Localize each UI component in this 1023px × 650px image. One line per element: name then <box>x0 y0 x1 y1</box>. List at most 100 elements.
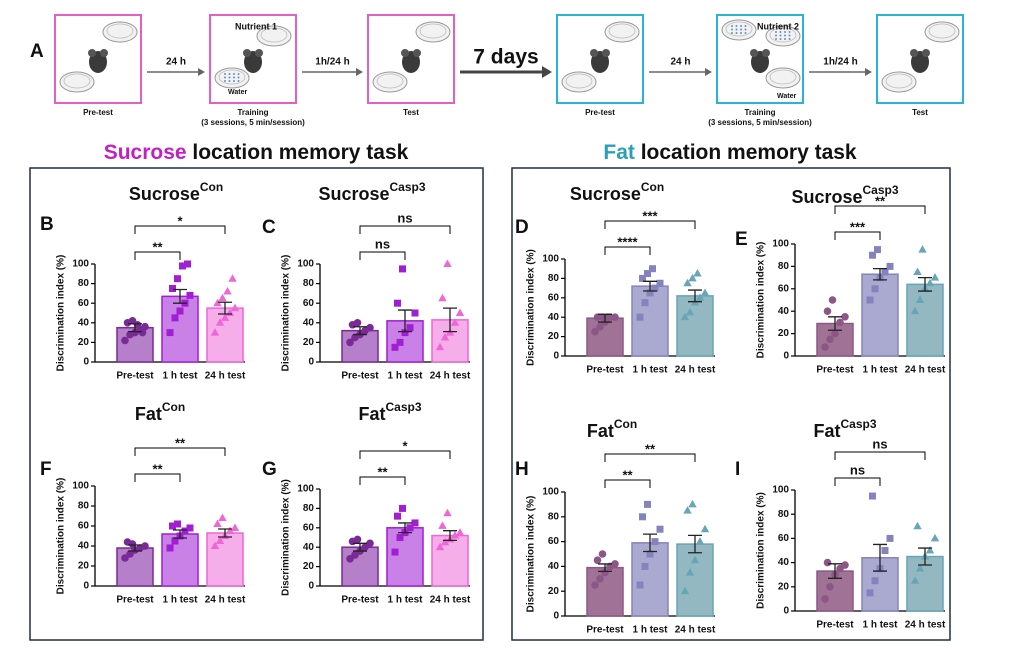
y-tick-label: 20 <box>78 337 90 348</box>
sig-label: ns <box>850 462 865 477</box>
data-point <box>841 313 849 321</box>
dish-rim <box>260 27 288 43</box>
pellet <box>779 38 782 40</box>
data-point <box>399 504 406 512</box>
arrow-head <box>542 66 552 78</box>
y-tick-label: 20 <box>303 337 315 348</box>
y-tick-label: 80 <box>548 511 560 522</box>
data-point <box>399 265 406 273</box>
y-tick-label: 60 <box>778 533 790 544</box>
y-tick-label: 40 <box>303 317 315 328</box>
data-point <box>391 548 399 556</box>
data-point <box>391 343 399 351</box>
bar <box>161 533 199 587</box>
arrow-label: 1h/24 h <box>315 57 349 68</box>
data-point <box>455 308 465 316</box>
error-bar <box>173 288 187 304</box>
x-tick-label: 1 h test <box>387 595 423 606</box>
x-tick-label: Pre-test <box>816 620 854 631</box>
sig-bracket <box>134 225 226 234</box>
error-bar <box>128 544 142 552</box>
sig-bracket <box>604 220 696 229</box>
error-bar <box>643 533 657 553</box>
data-point <box>636 581 644 589</box>
data-point <box>166 544 174 552</box>
data-point <box>186 524 194 532</box>
y-tick-label: 40 <box>778 306 790 317</box>
chart-title: SucroseCasp3 <box>318 180 425 204</box>
pellet <box>237 76 240 79</box>
data-point <box>826 335 834 344</box>
pellet <box>740 28 742 31</box>
error-bar <box>443 530 457 542</box>
bar <box>206 532 244 587</box>
x-tick-label: 24 h test <box>205 595 246 606</box>
y-tick-label: 100 <box>72 481 89 492</box>
data-point <box>591 581 599 589</box>
data-point <box>913 267 922 275</box>
data-point <box>915 564 925 572</box>
data-point <box>881 547 889 554</box>
y-tick-label: 20 <box>548 331 560 342</box>
data-point <box>871 577 879 585</box>
chart-title: FatCasp3 <box>358 400 421 424</box>
data-point <box>700 288 710 296</box>
error-bar <box>173 529 187 539</box>
error-bar <box>643 280 657 292</box>
dish <box>604 21 640 43</box>
data-point <box>644 500 651 508</box>
y-tick-label: 100 <box>72 259 89 270</box>
data-point <box>220 313 230 321</box>
arrow-head <box>865 68 872 76</box>
x-tick-label: Pre-test <box>116 371 154 382</box>
dish <box>721 19 757 41</box>
title-sup: Con <box>614 417 637 431</box>
sig-bracket <box>604 453 696 462</box>
pellet <box>744 28 747 31</box>
y-tick-label: 60 <box>303 522 315 533</box>
chart-title: FatCasp3 <box>813 417 876 441</box>
sig-bracket <box>359 450 451 459</box>
y-axis-label: Discrimination index (%) <box>756 492 767 609</box>
data-point <box>688 273 697 282</box>
data-point <box>218 293 227 302</box>
error-bar <box>398 309 412 333</box>
y-tick-label: 100 <box>542 487 559 498</box>
title-sup: Con <box>200 180 223 194</box>
dish-rim <box>769 69 797 85</box>
mouse-ear <box>910 49 918 57</box>
dish-rim <box>885 73 913 89</box>
y-tick-label: 40 <box>78 541 90 552</box>
pellet <box>775 31 777 33</box>
data-point <box>601 568 609 577</box>
data-point <box>700 524 710 533</box>
data-point <box>611 313 619 322</box>
pellet <box>779 31 782 33</box>
data-point <box>641 299 649 307</box>
sig-bracket <box>134 251 181 260</box>
data-point <box>174 275 181 283</box>
data-point <box>210 328 220 336</box>
panel-letter: B <box>40 214 54 235</box>
arrow-head <box>198 68 205 76</box>
x-tick-label: 1 h test <box>162 595 198 606</box>
y-axis-label: Discrimination index (%) <box>56 255 67 372</box>
data-point <box>213 519 222 527</box>
data-point <box>218 513 227 521</box>
panel-letter: H <box>515 459 529 480</box>
sig-label: * <box>402 438 408 453</box>
sig-bracket <box>359 476 406 485</box>
chart-title: SucroseCon <box>129 180 223 204</box>
data-point <box>639 513 646 521</box>
data-point <box>693 269 702 277</box>
data-point <box>366 539 374 548</box>
pellet <box>775 34 777 37</box>
data-point <box>910 306 920 315</box>
data-point <box>179 262 186 270</box>
data-point <box>871 285 879 293</box>
y-axis-label: Discrimination index (%) <box>526 249 537 366</box>
x-tick-label: 24 h test <box>675 365 716 376</box>
data-point <box>866 589 874 597</box>
x-tick-label: 1 h test <box>162 371 198 382</box>
data-point <box>121 336 129 345</box>
